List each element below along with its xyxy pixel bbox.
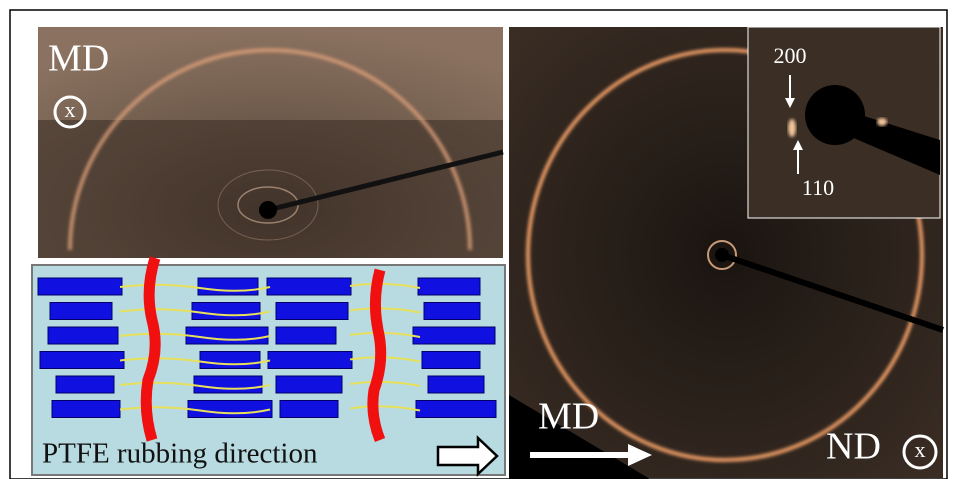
crystal-block [38,278,122,295]
crystal-block [280,401,338,418]
crystal-block [50,303,112,320]
crystal-block [48,327,118,344]
shadow [38,120,503,258]
crystal-block [422,352,480,369]
top-left-panel: MD x [38,27,503,258]
crystal-block [424,303,480,320]
crystal-block [52,401,120,418]
crystal-block [418,278,480,295]
crystal-block [198,278,258,295]
schematic: PTFE rubbing direction [32,258,505,475]
crystal-block [188,401,272,418]
symbol-label: x [65,97,76,122]
crystal-block [267,278,351,295]
figure: MD x PTFE rubbing direction MD ND x 200 [0,0,957,479]
md-label: MD [538,396,599,438]
crystal-block [416,401,496,418]
reflection [877,118,887,126]
crystal-block [194,376,262,393]
crystal-block [192,303,260,320]
crystal-block [186,327,268,344]
symbol-label: x [915,437,926,462]
crystal-block [276,327,336,344]
nd-label: ND [826,426,881,468]
crystal-block [276,376,342,393]
beam-center [259,201,277,219]
inset-label: 200 [774,43,807,68]
crystal-block [40,352,124,369]
caption: PTFE rubbing direction [42,438,318,470]
crystal-block [268,352,352,369]
crystal-block [56,376,114,393]
crystal-block [276,303,348,320]
crystal-block [200,352,260,369]
inset-label: 110 [802,175,834,200]
crystal-block [428,376,484,393]
crystal-block [413,327,495,344]
beam-center [715,248,729,262]
right-panel: MD ND x 200 110 [509,27,943,479]
md-label: MD [48,38,109,80]
reflection [788,119,796,137]
